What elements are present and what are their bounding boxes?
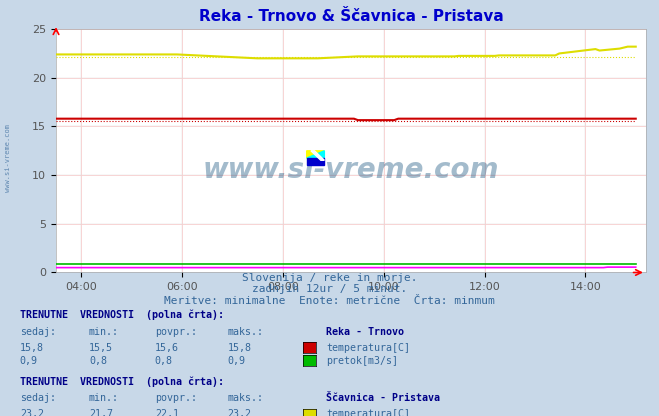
Text: min.:: min.: [89, 327, 119, 337]
Text: sedaj:: sedaj: [20, 327, 56, 337]
Text: povpr.:: povpr.: [155, 327, 197, 337]
Text: www.si-vreme.com: www.si-vreme.com [5, 124, 11, 192]
Text: 15,8: 15,8 [20, 343, 43, 353]
Text: 15,6: 15,6 [155, 343, 179, 353]
Polygon shape [306, 151, 324, 158]
Text: Reka - Trnovo: Reka - Trnovo [326, 327, 404, 337]
Text: zadnjih 12ur / 5 minut.: zadnjih 12ur / 5 minut. [252, 285, 407, 295]
Polygon shape [306, 158, 324, 166]
Text: 15,5: 15,5 [89, 343, 113, 353]
Text: povpr.:: povpr.: [155, 394, 197, 404]
Text: 0,9: 0,9 [20, 356, 38, 366]
Text: TRENUTNE  VREDNOSTI  (polna črta):: TRENUTNE VREDNOSTI (polna črta): [20, 310, 224, 320]
Text: temperatura[C]: temperatura[C] [326, 409, 410, 416]
Text: maks.:: maks.: [227, 327, 264, 337]
Text: 0,8: 0,8 [155, 356, 173, 366]
Text: 23,2: 23,2 [227, 409, 251, 416]
Text: 15,8: 15,8 [227, 343, 251, 353]
Text: sedaj:: sedaj: [20, 394, 56, 404]
Text: maks.:: maks.: [227, 394, 264, 404]
Text: www.si-vreme.com: www.si-vreme.com [203, 156, 499, 184]
Text: temperatura[C]: temperatura[C] [326, 343, 410, 353]
Text: 21,7: 21,7 [89, 409, 113, 416]
Text: 23,2: 23,2 [20, 409, 43, 416]
Text: 0,8: 0,8 [89, 356, 107, 366]
Text: min.:: min.: [89, 394, 119, 404]
Text: 22,1: 22,1 [155, 409, 179, 416]
Text: Meritve: minimalne  Enote: metrične  Črta: minmum: Meritve: minimalne Enote: metrične Črta:… [164, 296, 495, 306]
Text: 0,9: 0,9 [227, 356, 245, 366]
Text: TRENUTNE  VREDNOSTI  (polna črta):: TRENUTNE VREDNOSTI (polna črta): [20, 376, 224, 387]
Polygon shape [311, 151, 324, 160]
Text: Slovenija / reke in morje.: Slovenija / reke in morje. [242, 273, 417, 283]
Text: pretok[m3/s]: pretok[m3/s] [326, 356, 398, 366]
Title: Reka - Trnovo & Ščavnica - Pristava: Reka - Trnovo & Ščavnica - Pristava [198, 9, 503, 24]
Polygon shape [306, 151, 324, 158]
Text: Ščavnica - Pristava: Ščavnica - Pristava [326, 394, 440, 404]
